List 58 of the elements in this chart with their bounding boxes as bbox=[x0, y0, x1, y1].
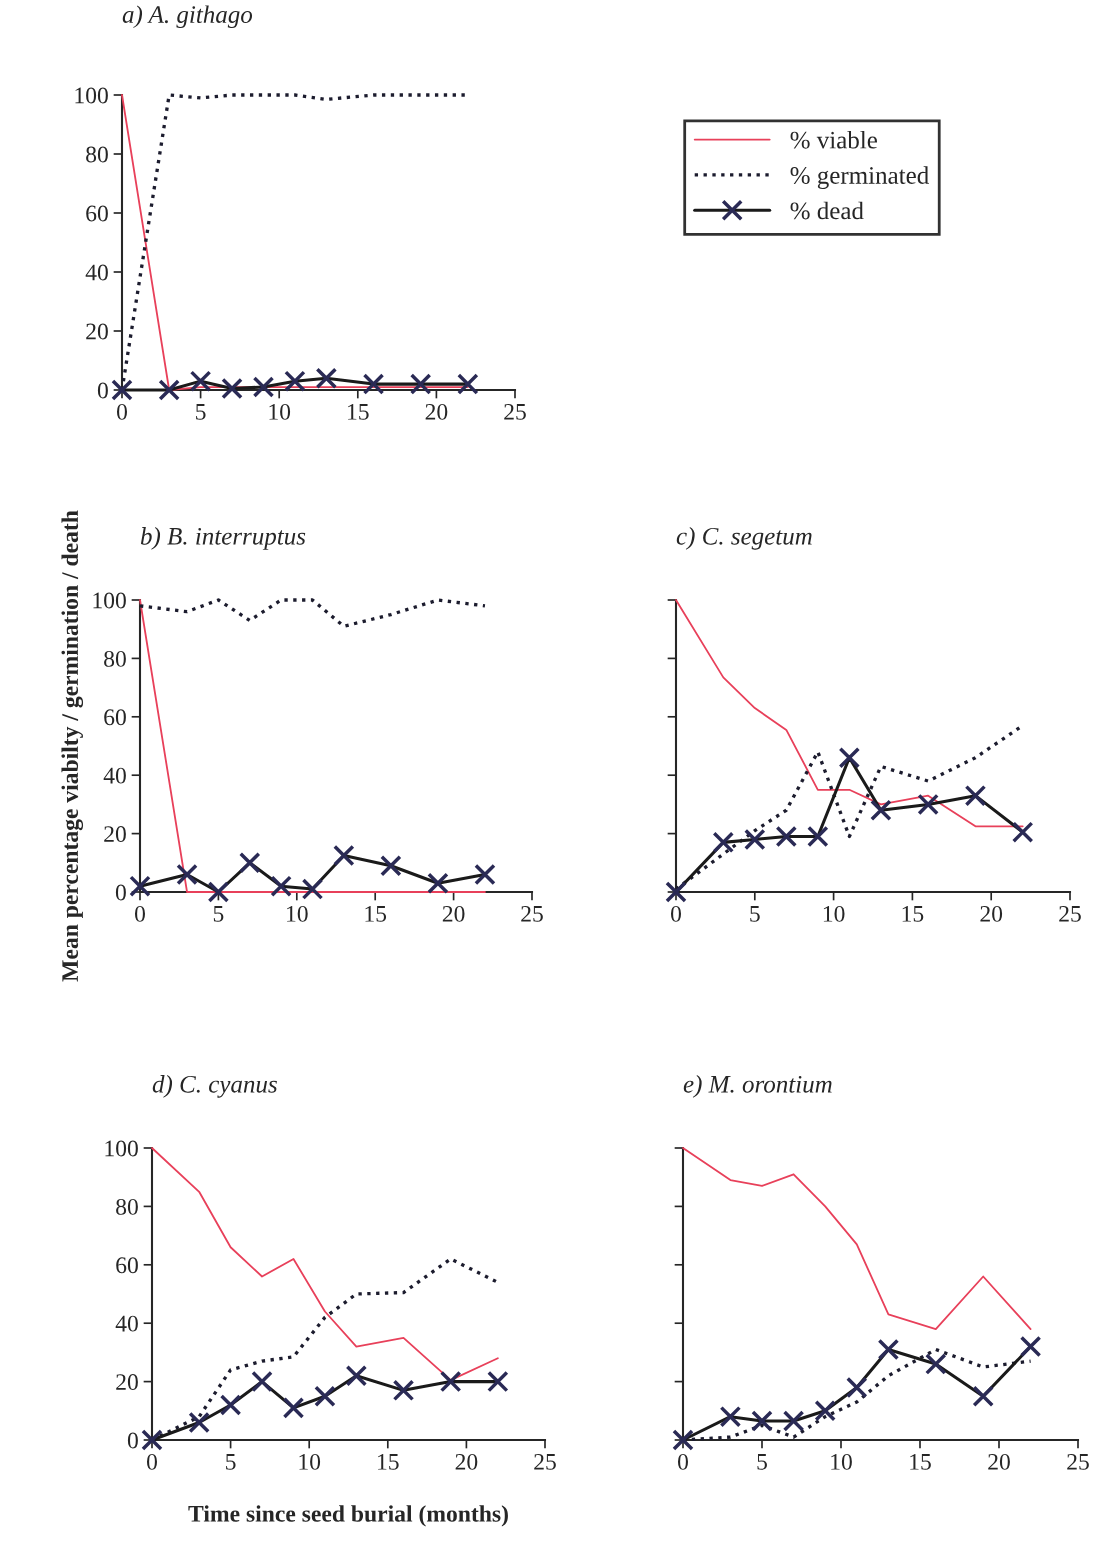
x-tick-label: 0 bbox=[147, 1453, 157, 1470]
chart-title: e) M. orontium bbox=[683, 1075, 832, 1098]
y-axis-title: Mean percentage viabilty / germination / death bbox=[61, 510, 84, 982]
x-tick-label: 5 bbox=[226, 1454, 236, 1470]
x-tick-label: 15 bbox=[902, 905, 924, 922]
x-tick-label: 15 bbox=[348, 403, 369, 420]
y-tick-label: 60 bbox=[86, 205, 108, 222]
legend-label: % viable bbox=[790, 130, 877, 149]
y-tick-label: 60 bbox=[104, 709, 126, 726]
x-tick-label: 0 bbox=[671, 905, 681, 922]
x-tick-label: 25 bbox=[1059, 905, 1081, 922]
x-axis-title: Time since seed burial (months) bbox=[188, 1505, 508, 1527]
x-tick-label: 5 bbox=[757, 1454, 767, 1470]
x-tick-label: 25 bbox=[534, 1453, 556, 1470]
x-tick-label: 10 bbox=[299, 1453, 321, 1470]
y-tick-label: 20 bbox=[104, 826, 126, 843]
point bbox=[672, 1429, 694, 1451]
y-tick-label: 40 bbox=[115, 1315, 138, 1332]
x-tick-label: 5 bbox=[213, 906, 224, 922]
y-tick-label: 0 bbox=[97, 382, 108, 399]
x-tick-label: 20 bbox=[988, 1453, 1010, 1470]
chart-title: a) A. githago bbox=[122, 5, 253, 29]
chart-title: b) B. interruptus bbox=[140, 527, 306, 550]
x-tick-label: 20 bbox=[442, 905, 465, 922]
x-tick-label: 25 bbox=[521, 905, 543, 922]
point bbox=[141, 1429, 163, 1451]
y-tick-label: 40 bbox=[103, 767, 126, 784]
x-tick-label: 15 bbox=[365, 905, 387, 922]
x-tick-label: 25 bbox=[1067, 1453, 1089, 1470]
y-tick-label: 100 bbox=[75, 87, 108, 104]
y-tick-label: 60 bbox=[116, 1257, 138, 1274]
chart-title: d) C. cyanus bbox=[152, 1075, 277, 1098]
x-tick-label: 10 bbox=[269, 403, 291, 420]
x-tick-label: 10 bbox=[823, 905, 845, 922]
x-tick-label: 0 bbox=[678, 1453, 688, 1470]
x-tick-label: 20 bbox=[980, 905, 1003, 922]
y-tick-label: 40 bbox=[85, 264, 108, 281]
y-tick-label: 80 bbox=[116, 1198, 138, 1215]
y-tick-label: 20 bbox=[116, 1374, 138, 1391]
y-tick-label: 80 bbox=[86, 146, 108, 163]
y-tick-label: 0 bbox=[115, 884, 126, 901]
x-tick-label: 10 bbox=[287, 905, 308, 922]
y-tick-label: 100 bbox=[105, 1140, 138, 1157]
y-tick-label: 80 bbox=[104, 650, 126, 667]
y-tick-label: 0 bbox=[127, 1432, 138, 1449]
x-tick-label: 20 bbox=[425, 403, 448, 420]
x-tick-label: 25 bbox=[504, 403, 526, 420]
legend-label: % germinated bbox=[790, 166, 929, 190]
legend-label: % dead bbox=[790, 201, 864, 220]
x-tick-label: 20 bbox=[455, 1453, 478, 1470]
y-tick-label: 100 bbox=[93, 592, 126, 609]
x-tick-label: 5 bbox=[196, 404, 206, 420]
chart-title: c) C. segetum bbox=[676, 527, 812, 550]
y-tick-label: 20 bbox=[86, 323, 108, 340]
x-tick-label: 5 bbox=[750, 906, 760, 922]
x-tick-label: 15 bbox=[910, 1453, 931, 1470]
x-tick-label: 15 bbox=[378, 1453, 399, 1470]
x-tick-label: 10 bbox=[831, 1453, 852, 1470]
